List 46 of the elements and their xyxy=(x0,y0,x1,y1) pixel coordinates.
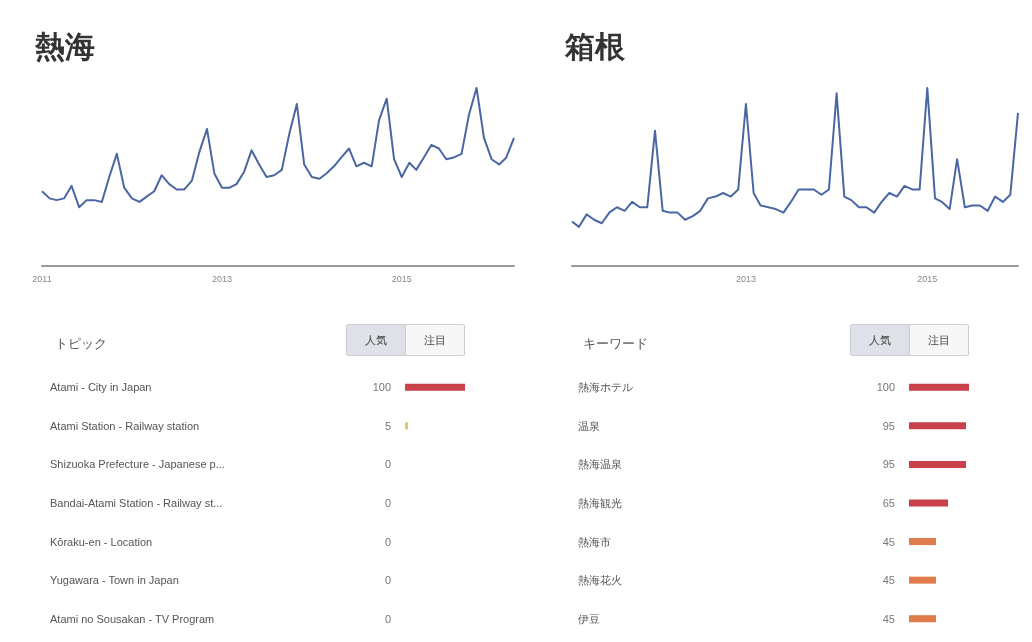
chart-title: 箱根 xyxy=(564,29,626,63)
x-tick-label: 2015 xyxy=(917,273,938,284)
text: トピック xyxy=(55,336,107,351)
data-label: 45 xyxy=(882,574,895,587)
y-tick-label: 温泉 xyxy=(578,419,600,432)
y-tick-label: Kōraku-en - Location xyxy=(50,535,153,548)
data-label: 45 xyxy=(882,612,895,625)
bar xyxy=(909,422,966,430)
y-tick-label: 熱海温泉 xyxy=(578,458,622,471)
toggle-buttons: 人気 注目 xyxy=(346,324,465,356)
data-label: 100 xyxy=(876,381,895,394)
bar xyxy=(909,460,966,468)
data-label: 0 xyxy=(384,574,391,587)
x-tick-label: 2013 xyxy=(211,273,232,284)
data-label: 0 xyxy=(384,497,391,509)
y-tick-label: 熱海花火 xyxy=(578,574,622,587)
y-tick-label: 伊豆 xyxy=(578,612,600,625)
y-tick-label: Atami no Sousakan - TV Program xyxy=(50,612,215,625)
data-label: 45 xyxy=(882,535,895,548)
data-label: 65 xyxy=(882,497,895,509)
y-tick-label: 熱海市 xyxy=(578,535,611,548)
x-tick-label: 2011 xyxy=(32,273,52,284)
x-tick-label: 2015 xyxy=(391,273,412,284)
data-label: 100 xyxy=(372,381,391,394)
text: キーワード xyxy=(583,336,648,351)
y-tick-label: Atami - City in Japan xyxy=(50,381,152,394)
data-label: 5 xyxy=(384,419,391,432)
data-label: 95 xyxy=(882,458,895,471)
bar xyxy=(909,576,936,584)
data-label: 0 xyxy=(384,458,391,471)
y-tick-label: Bandai-Atami Station - Railway st... xyxy=(50,497,223,509)
chart-title: 熱海 xyxy=(34,29,95,63)
y-tick-label: Yugawara - Town in Japan xyxy=(50,574,179,587)
bar xyxy=(909,538,936,546)
data-label: 0 xyxy=(384,535,391,548)
y-tick-label: 熱海観光 xyxy=(578,497,622,509)
data-label: 95 xyxy=(882,419,895,432)
bar xyxy=(909,615,936,623)
bar xyxy=(909,499,948,507)
toggle-buttons: 人気 注目 xyxy=(850,324,969,356)
y-tick-label: 熱海ホテル xyxy=(578,381,633,394)
bar xyxy=(909,383,969,391)
x-tick-label: 2013 xyxy=(735,273,756,284)
y-tick-label: Shizuoka Prefecture - Japanese p... xyxy=(50,458,225,471)
y-tick-label: Atami Station - Railway station xyxy=(50,419,200,432)
data-label: 0 xyxy=(384,612,391,625)
